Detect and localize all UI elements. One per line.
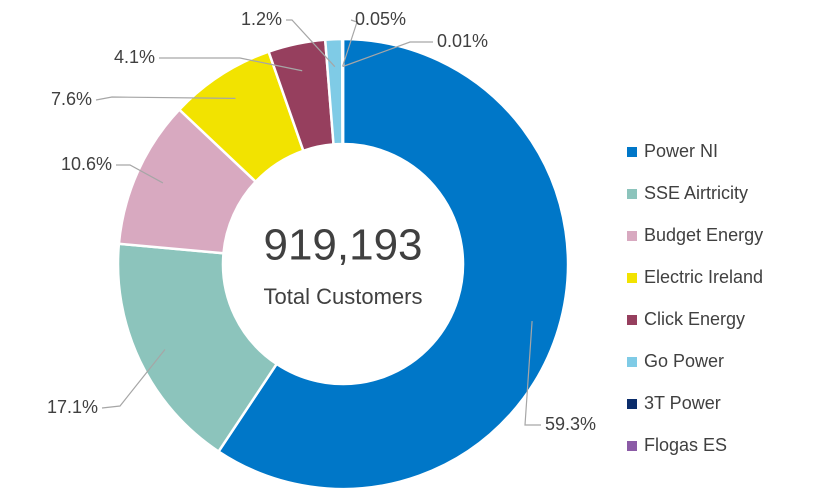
data-label: 0.05% xyxy=(355,9,406,29)
legend-swatch xyxy=(627,147,637,157)
legend-label: Flogas ES xyxy=(644,435,727,455)
legend-label: Budget Energy xyxy=(644,225,763,245)
leader-line xyxy=(159,57,303,72)
center-value: 919,193 xyxy=(263,221,422,270)
leaders: 59.3% Power NI 17.1% SSE Airtricity 10.6% Bud… xyxy=(47,9,763,455)
leader-line xyxy=(524,320,541,426)
donut xyxy=(116,37,570,489)
legend-swatch xyxy=(627,189,637,199)
data-label: 17.1% xyxy=(47,397,98,417)
legend-label: Click Energy xyxy=(644,309,745,329)
leader-line xyxy=(286,19,336,68)
legend-swatch xyxy=(627,315,637,325)
legend-swatch xyxy=(627,273,637,283)
center-label: Total Customers xyxy=(264,284,423,309)
legend-label: Power NI xyxy=(644,141,718,161)
slice xyxy=(116,242,279,454)
legend-label: Electric Ireland xyxy=(644,267,763,287)
legend-label: 3T Power xyxy=(644,393,721,413)
legend-label: Go Power xyxy=(644,351,724,371)
data-label: 1.2% xyxy=(241,9,282,29)
data-label: 59.3% xyxy=(545,414,596,434)
leader-line xyxy=(116,164,164,184)
data-label: 7.6% xyxy=(51,89,92,109)
legend-swatch xyxy=(627,441,637,451)
slice xyxy=(216,37,570,489)
data-label: 4.1% xyxy=(114,47,155,67)
legend-swatch xyxy=(627,399,637,409)
legend-label: SSE Airtricity xyxy=(644,183,748,203)
legend-swatch xyxy=(627,231,637,241)
legend-swatch xyxy=(627,357,637,367)
leader-line xyxy=(95,96,236,101)
leader-line xyxy=(101,349,166,409)
leader-line xyxy=(341,19,358,67)
leader-line xyxy=(342,41,433,68)
data-label: 10.6% xyxy=(61,154,112,174)
data-label: 0.01% xyxy=(437,31,488,51)
